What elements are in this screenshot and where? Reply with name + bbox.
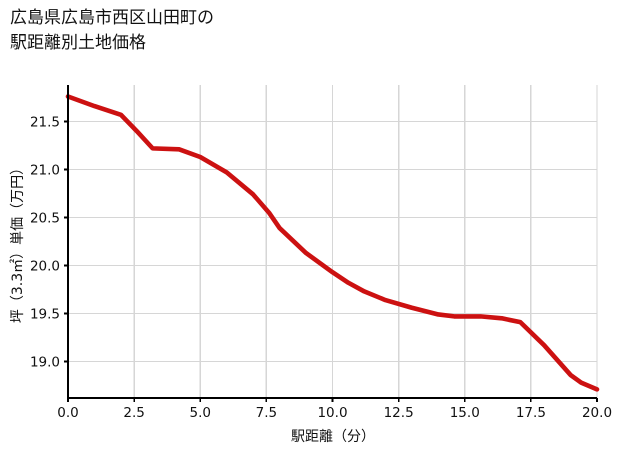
y-tick-label: 21.5 — [30, 114, 60, 130]
x-tick-label: 7.5 — [256, 405, 277, 421]
gridlines — [68, 85, 598, 398]
price-line-series — [65, 94, 600, 392]
x-axis-ticks: 0.0 2.5 5.0 7.5 10.0 12.5 15.0 17.5 20.0 — [57, 398, 612, 421]
x-tick-label: 2.5 — [123, 405, 144, 421]
x-tick-label: 15.0 — [450, 405, 480, 421]
y-tick-label: 20.0 — [30, 259, 60, 275]
y-tick-label: 19.0 — [30, 355, 60, 371]
y-tick-label: 19.5 — [30, 307, 60, 323]
chart-title: 広島県広島市西区山田町の 駅距離別土地価格 — [10, 8, 214, 53]
x-axis-label: 駅距離（分） — [291, 428, 375, 445]
x-tick-label: 10.0 — [317, 405, 347, 421]
y-axis-label: 坪（3.3㎡）単価（万円） — [10, 161, 26, 323]
y-tick-label: 21.0 — [30, 162, 60, 178]
y-tick-label: 20.5 — [30, 210, 60, 226]
x-tick-label: 0.0 — [57, 405, 78, 421]
x-tick-label: 5.0 — [190, 405, 211, 421]
y-axis-ticks: 19.0 19.5 20.0 20.5 21.0 21.5 — [30, 114, 68, 371]
price-line — [65, 94, 600, 392]
x-tick-label: 20.0 — [582, 405, 612, 421]
x-tick-label: 12.5 — [384, 405, 414, 421]
x-tick-label: 17.5 — [516, 405, 546, 421]
